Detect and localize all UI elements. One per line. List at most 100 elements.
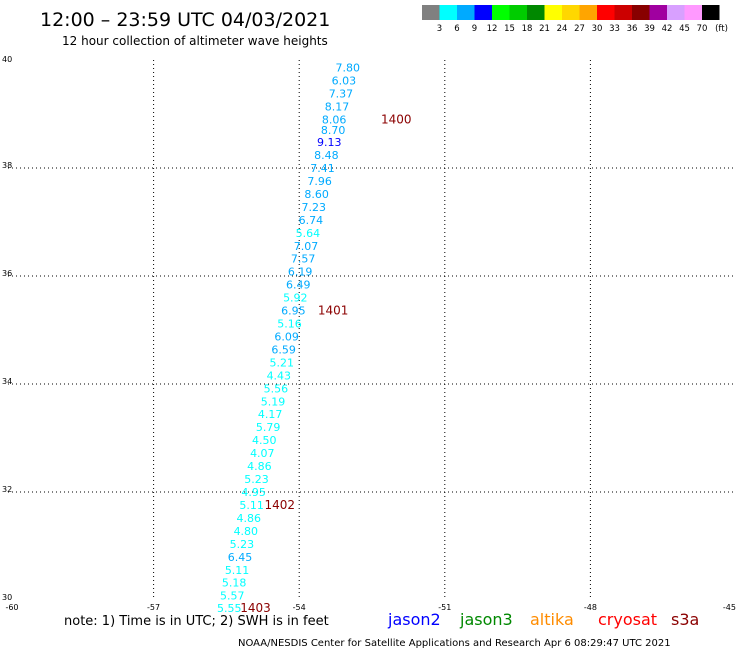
wave-height-label: 5.79	[256, 421, 281, 434]
footnote: note: 1) Time is in UTC; 2) SWH is in fe…	[64, 614, 329, 629]
wave-height-label: 8.60	[304, 188, 329, 201]
wave-height-label: 7.57	[291, 253, 316, 266]
x-tick-label: -51	[438, 603, 451, 612]
wave-height-label: 9.13	[317, 136, 342, 149]
chart-subtitle: 12 hour collection of altimeter wave hei…	[62, 34, 328, 48]
legend-jason2: jason2	[387, 610, 441, 629]
legend-s3a: s3a	[671, 610, 699, 629]
colorbar-swatch	[632, 5, 650, 20]
wave-height-label: 5.11	[225, 564, 250, 577]
x-tick-label: -60	[5, 603, 18, 612]
wave-height-label: 5.55	[217, 602, 242, 615]
y-tick-label: 40	[2, 55, 12, 64]
colorbar-swatch	[579, 5, 597, 20]
wave-height-points: 7.806.037.378.178.068.709.138.487.417.96…	[217, 62, 360, 616]
colorbar: 3 6 9 12 15 18 21 24 27 30 33 36 39 42 45 70 (ft)	[422, 5, 728, 34]
colorbar-swatch	[702, 5, 720, 20]
wave-height-label: 6.03	[332, 75, 357, 88]
y-tick-label: 38	[2, 161, 12, 170]
colorbar-label: 27	[574, 24, 585, 34]
colorbar-swatch	[492, 5, 510, 20]
wave-height-label: 6.74	[299, 214, 324, 227]
colorbar-swatch	[457, 5, 475, 20]
colorbar-swatch	[562, 5, 580, 20]
wave-height-label: 5.64	[296, 227, 321, 240]
x-tick-label: -57	[147, 603, 160, 612]
wave-height-label: 8.17	[325, 100, 350, 113]
plot-grid	[8, 60, 736, 600]
wave-height-label: 6.59	[271, 343, 296, 356]
wave-height-label: 6.95	[281, 305, 306, 318]
wave-height-label: 7.07	[294, 240, 319, 253]
colorbar-label: 15	[504, 24, 515, 34]
wave-height-label: 4.86	[247, 460, 272, 473]
colorbar-label: 45	[679, 24, 690, 34]
x-tick-label: -48	[584, 603, 597, 612]
wave-height-label: 5.23	[244, 473, 269, 486]
colorbar-swatch	[474, 5, 492, 20]
legend-jason3: jason3	[459, 610, 513, 629]
chart-title: 12:00 – 23:59 UTC 04/03/2021	[40, 9, 330, 31]
wave-height-label: 7.37	[329, 87, 354, 100]
colorbar-label: 21	[539, 24, 550, 34]
legend-altika: altika	[530, 610, 574, 629]
x-tick-label: -54	[293, 603, 306, 612]
colorbar-label: 18	[522, 24, 533, 34]
wave-height-label: 5.92	[283, 292, 308, 305]
wave-height-label: 5.11	[239, 499, 264, 512]
wave-height-label: 4.80	[234, 525, 259, 538]
colorbar-label: 42	[662, 24, 673, 34]
colorbar-swatch	[422, 5, 440, 20]
wave-height-label: 8.70	[321, 124, 346, 137]
colorbar-label: 30	[592, 24, 603, 34]
wave-height-label: 6.09	[274, 330, 299, 343]
wave-height-label: 4.86	[236, 512, 261, 525]
time-label: 1403	[240, 601, 271, 615]
wave-height-label: 5.16	[277, 318, 302, 331]
time-label: 1401	[318, 304, 349, 318]
colorbar-label: 3	[437, 24, 442, 34]
colorbar-swatch	[544, 5, 562, 20]
colorbar-label: 12	[487, 24, 498, 34]
wave-height-label: 7.96	[307, 175, 332, 188]
wave-height-label: 5.23	[230, 538, 255, 551]
colorbar-label: 39	[644, 24, 655, 34]
wave-height-label: 7.23	[302, 201, 327, 214]
wave-height-label: 4.07	[250, 447, 275, 460]
wave-height-label: 8.06	[322, 113, 347, 126]
wave-height-label: 5.56	[264, 382, 289, 395]
colorbar-label: 24	[557, 24, 568, 34]
colorbar-label: 9	[472, 24, 477, 34]
wave-height-label: 7.80	[335, 62, 360, 75]
wave-height-label: 6.45	[228, 551, 253, 564]
y-tick-label: 34	[2, 377, 12, 386]
wave-height-label: 6.49	[286, 279, 311, 292]
colorbar-label: 33	[609, 24, 620, 34]
legend-cryosat: cryosat	[598, 610, 657, 629]
wave-height-label: 5.19	[261, 395, 286, 408]
colorbar-swatch	[597, 5, 615, 20]
wave-height-label: 8.48	[314, 149, 339, 162]
y-tick-label: 32	[2, 485, 12, 494]
time-label: 1402	[265, 498, 296, 512]
wave-height-label: 6.19	[288, 266, 313, 279]
colorbar-swatch	[439, 5, 457, 20]
y-axis-ticks: 30 32 34 36 38 40	[2, 55, 12, 602]
colorbar-label: 70	[697, 24, 708, 34]
wave-height-label: 4.17	[258, 408, 283, 421]
colorbar-label: 36	[627, 24, 638, 34]
y-tick-label: 36	[2, 269, 12, 278]
x-axis-ticks: -60 -57 -54 -51 -48 -45	[5, 603, 736, 612]
wave-height-label: 4.43	[267, 369, 292, 382]
footer-credit: NOAA/NESDIS Center for Satellite Applica…	[238, 638, 671, 649]
y-tick-label: 30	[2, 593, 12, 602]
wave-height-label: 4.95	[241, 486, 266, 499]
wave-height-label: 5.57	[220, 590, 245, 603]
colorbar-swatch	[667, 5, 685, 20]
wave-height-label: 5.18	[222, 577, 247, 590]
colorbar-label: 6	[454, 24, 459, 34]
colorbar-swatch	[614, 5, 632, 20]
x-tick-label: -45	[723, 603, 736, 612]
colorbar-swatch	[649, 5, 667, 20]
